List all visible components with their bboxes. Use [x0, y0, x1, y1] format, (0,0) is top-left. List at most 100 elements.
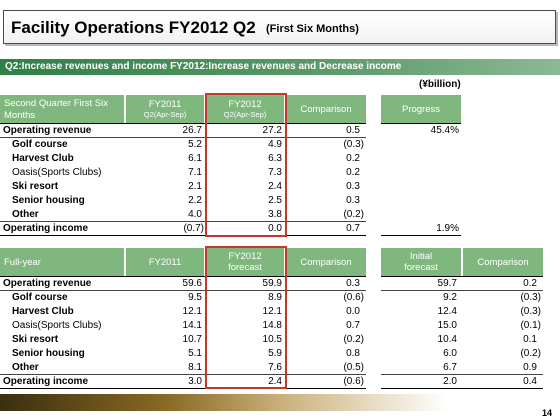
q2-header-label-text: Second Quarter First Six Months	[4, 98, 109, 121]
row-label: Harvest Club	[12, 153, 74, 164]
comparison2-cell: 0.1	[523, 334, 537, 345]
row-divider	[0, 290, 366, 291]
table-bottom-rule	[0, 388, 366, 389]
comparison2-cell: (0.2)	[520, 348, 541, 359]
comparison-cell: 0.7	[346, 320, 360, 331]
summary-banner: Q2:Increase revenues and income FY2012:I…	[0, 59, 560, 75]
value-cell: (0.7)	[183, 223, 204, 234]
comparison-cell: 0.3	[346, 181, 360, 192]
row-label: Operating income	[3, 223, 89, 234]
fy-header-initial: Initial forecast	[381, 248, 461, 276]
page-subtitle: (First Six Months)	[266, 23, 359, 35]
value-cell: 12.1	[182, 306, 202, 317]
row-label: Oasis(Sports Clubs)	[12, 167, 102, 178]
q2-header-fy2011: FY2011 Q2(Apr-Sep)	[126, 95, 204, 123]
comparison2-cell: 0.2	[523, 278, 537, 289]
value-cell: 26.7	[182, 125, 202, 136]
value-cell: 27.2	[262, 125, 282, 136]
initial-cell: 2.0	[443, 376, 457, 387]
value-cell: 6.3	[268, 153, 282, 164]
fy-header-comparison2: Comparison	[463, 248, 543, 276]
value-cell: 8.9	[268, 292, 282, 303]
comparison2-cell: (0.3)	[520, 306, 541, 317]
value-cell: 9.5	[188, 292, 202, 303]
value-cell: 2.2	[188, 195, 202, 206]
progress-cell: 1.9%	[436, 223, 459, 234]
value-cell: 59.6	[182, 278, 202, 289]
q2-header-label: Second Quarter First Six Months	[0, 95, 124, 123]
initial-cell: 9.2	[443, 292, 457, 303]
value-cell: 7.6	[268, 362, 282, 373]
value-cell: 14.8	[262, 320, 282, 331]
comparison-cell: (0.2)	[343, 334, 364, 345]
comparison-cell: 0.7	[346, 223, 360, 234]
row-label: Ski resort	[12, 334, 59, 345]
row-label: Senior housing	[12, 195, 85, 206]
row-label: Operating revenue	[3, 278, 92, 289]
q2-header-fy2011-sub: Q2(Apr-Sep)	[143, 110, 187, 119]
fy2012-forecast-highlight-box	[205, 246, 287, 389]
row-label: Senior housing	[12, 348, 85, 359]
page-title: Facility Operations FY2012 Q2	[11, 18, 256, 37]
fy-header-fy2012-sub: forecast	[228, 262, 262, 273]
fy-header-fy2011-text: FY2011	[148, 256, 182, 268]
comparison-cell: 0.0	[346, 306, 360, 317]
unit-label: (¥billion)	[419, 79, 461, 90]
fy-header-comparison-text: Comparison	[300, 256, 352, 268]
fy-header-fy2012: FY2012 forecast	[206, 248, 284, 276]
progress-cell: 45.4%	[430, 125, 459, 136]
page-number: 14	[541, 408, 552, 418]
row-label: Operating revenue	[3, 125, 92, 136]
footer-bar	[0, 394, 560, 411]
row-label: Oasis(Sports Clubs)	[12, 320, 102, 331]
comparison-cell: 0.2	[346, 167, 360, 178]
value-cell: 3.8	[268, 209, 282, 220]
row-divider	[0, 221, 366, 222]
initial-cell: 15.0	[437, 320, 457, 331]
q2-header-comparison-text: Comparison	[300, 103, 352, 115]
value-cell: 5.1	[188, 348, 202, 359]
row-label: Other	[12, 362, 39, 373]
comparison-cell: 0.5	[346, 125, 360, 136]
row-label: Golf course	[12, 292, 68, 303]
row-label: Ski resort	[12, 181, 59, 192]
initial-cell: 59.7	[437, 278, 457, 289]
initial-cell: 6.0	[443, 348, 457, 359]
fy-header-rule	[0, 276, 366, 277]
q2-header-fy2012-sub: Q2(Apr-Sep)	[223, 110, 267, 119]
row-divider-right	[381, 374, 543, 375]
fy-header-initial-sub: forecast	[404, 262, 438, 273]
comparison-cell: 0.2	[346, 153, 360, 164]
q2-header-comparison: Comparison	[286, 95, 366, 123]
value-cell: 8.1	[188, 362, 202, 373]
value-cell: 6.1	[188, 153, 202, 164]
value-cell: 2.1	[188, 181, 202, 192]
table-bottom-rule	[0, 235, 366, 236]
table-bottom-rule-progress	[381, 235, 461, 236]
comparison-cell: (0.2)	[343, 209, 364, 220]
row-label: Golf course	[12, 139, 68, 150]
row-label: Operating income	[3, 376, 89, 387]
value-cell: 59.9	[262, 278, 282, 289]
fy-header-label: Full-year	[0, 248, 124, 276]
value-cell: 4.9	[268, 139, 282, 150]
title-box: Facility Operations FY2012 Q2 (First Six…	[3, 10, 556, 44]
initial-cell: 12.4	[437, 306, 457, 317]
comparison-cell: 0.3	[346, 195, 360, 206]
comparison-cell: 0.8	[346, 348, 360, 359]
value-cell: 14.1	[182, 320, 202, 331]
q2-header-rule	[0, 123, 366, 124]
q2-header-fy2012: FY2012 Q2(Apr-Sep)	[206, 95, 284, 123]
fy-header-comparison: Comparison	[286, 248, 366, 276]
value-cell: 2.4	[268, 181, 282, 192]
value-cell: 3.0	[188, 376, 202, 387]
value-cell: 7.3	[268, 167, 282, 178]
value-cell: 5.9	[268, 348, 282, 359]
fy-header-fy2011: FY2011	[126, 248, 204, 276]
initial-cell: 6.7	[443, 362, 457, 373]
fy2012-highlight-box	[205, 93, 287, 237]
value-cell: 10.7	[182, 334, 202, 345]
fy-header-initial-text: Initial	[409, 251, 433, 262]
fy-header-comparison2-text: Comparison	[477, 256, 529, 268]
row-divider	[0, 374, 366, 375]
